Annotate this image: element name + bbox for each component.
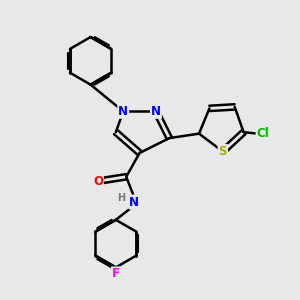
Text: N: N	[129, 196, 139, 208]
Text: Cl: Cl	[256, 127, 269, 140]
Text: F: F	[112, 267, 120, 280]
Text: N: N	[151, 105, 161, 118]
Text: H: H	[117, 193, 125, 203]
Text: S: S	[219, 145, 227, 158]
Text: N: N	[118, 105, 128, 118]
Text: O: O	[93, 175, 103, 188]
